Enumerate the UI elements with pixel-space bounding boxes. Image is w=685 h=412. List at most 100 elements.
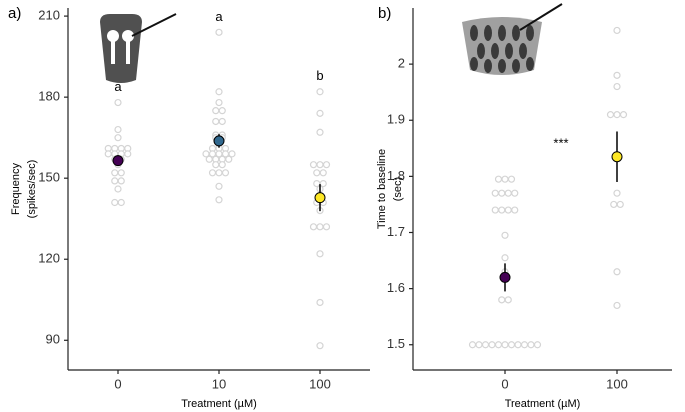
data-point <box>606 111 615 119</box>
data-point <box>501 231 509 239</box>
x-tick-label: 0 <box>501 376 508 391</box>
data-point <box>319 179 327 188</box>
y-tick-label: 90 <box>46 332 60 347</box>
data-point <box>507 175 516 183</box>
data-point <box>124 150 132 158</box>
data-point <box>494 341 503 349</box>
y-axis-label: (sec) <box>392 177 404 201</box>
data-point <box>507 341 516 349</box>
data-point <box>218 161 226 169</box>
data-point <box>309 161 318 169</box>
data-point <box>212 107 220 115</box>
significance-letter: a <box>215 9 223 24</box>
data-point <box>316 250 324 258</box>
data-point <box>491 206 499 214</box>
data-point <box>613 82 621 91</box>
data-point <box>533 341 542 349</box>
data-point <box>619 111 628 119</box>
data-point <box>610 200 618 209</box>
data-point <box>501 254 509 262</box>
y-tick-label: 1.7 <box>387 224 405 239</box>
y-axis-label: Time to baseline <box>376 149 388 229</box>
panel-label: b) <box>378 5 391 22</box>
data-point <box>613 189 621 197</box>
significance-letter: b <box>316 68 323 83</box>
data-point <box>491 189 499 197</box>
y-tick-label: 1.9 <box>387 112 405 127</box>
data-point <box>215 182 223 190</box>
data-point <box>215 98 223 107</box>
significance-letter: a <box>114 79 122 94</box>
y-tick-label: 1.5 <box>387 336 405 351</box>
data-point <box>613 71 621 79</box>
data-point <box>114 185 122 193</box>
mean-point <box>213 135 225 147</box>
data-point <box>616 200 624 209</box>
data-point <box>468 341 477 349</box>
data-point <box>481 341 490 349</box>
y-axis-label: (spikes/sec) <box>26 160 38 219</box>
data-point <box>475 341 483 349</box>
sensillum-icon <box>100 13 177 83</box>
data-point <box>501 175 509 183</box>
data-point <box>215 169 223 177</box>
data-point <box>498 206 506 214</box>
y-tick-label: 2 <box>398 56 405 71</box>
data-point <box>494 175 503 183</box>
data-point <box>504 296 512 304</box>
y-tick-label: 150 <box>38 170 60 185</box>
data-point <box>212 161 220 169</box>
y-tick-label: 180 <box>38 89 60 104</box>
data-point <box>613 268 621 276</box>
data-point <box>527 341 535 349</box>
data-point <box>316 223 324 231</box>
x-tick-label: 10 <box>212 376 226 391</box>
data-point <box>316 298 324 307</box>
data-point <box>114 125 122 134</box>
mean-point <box>611 151 623 163</box>
data-point <box>316 342 324 350</box>
sensilla-array-icon <box>462 3 563 75</box>
data-point <box>488 341 496 349</box>
data-point <box>613 301 621 310</box>
data-point <box>504 206 512 214</box>
data-point <box>114 134 122 142</box>
y-tick-label: 1.6 <box>387 280 405 295</box>
data-point <box>117 177 125 185</box>
data-point <box>218 107 226 115</box>
data-point <box>212 117 220 126</box>
data-point <box>117 169 125 177</box>
data-point <box>205 155 213 163</box>
data-point <box>215 28 223 36</box>
panel-label: a) <box>8 5 21 22</box>
x-axis-label: Treatment (µM) <box>505 398 581 410</box>
data-point <box>511 189 519 197</box>
data-point <box>218 117 226 126</box>
data-point <box>215 196 223 204</box>
data-point <box>501 341 509 349</box>
data-point <box>208 169 217 177</box>
data-point <box>322 223 331 231</box>
y-axis-label: Frequency <box>10 163 22 215</box>
data-point <box>322 161 331 169</box>
data-point <box>498 296 506 304</box>
data-point <box>104 150 112 158</box>
x-tick-label: 100 <box>606 376 628 391</box>
data-point <box>221 169 230 177</box>
data-point <box>316 88 324 96</box>
x-axis-label: Treatment (µM) <box>181 398 257 410</box>
data-point <box>504 189 512 197</box>
data-point <box>225 155 233 163</box>
mean-point <box>499 271 511 283</box>
y-tick-label: 210 <box>38 8 60 23</box>
data-point <box>316 161 324 169</box>
x-tick-label: 100 <box>309 376 331 391</box>
y-tick-label: 1.8 <box>387 168 405 183</box>
data-point <box>520 341 529 349</box>
data-point <box>313 169 321 177</box>
data-point <box>111 177 119 185</box>
mean-point <box>112 155 124 167</box>
data-point <box>117 198 125 207</box>
data-point <box>111 198 119 207</box>
